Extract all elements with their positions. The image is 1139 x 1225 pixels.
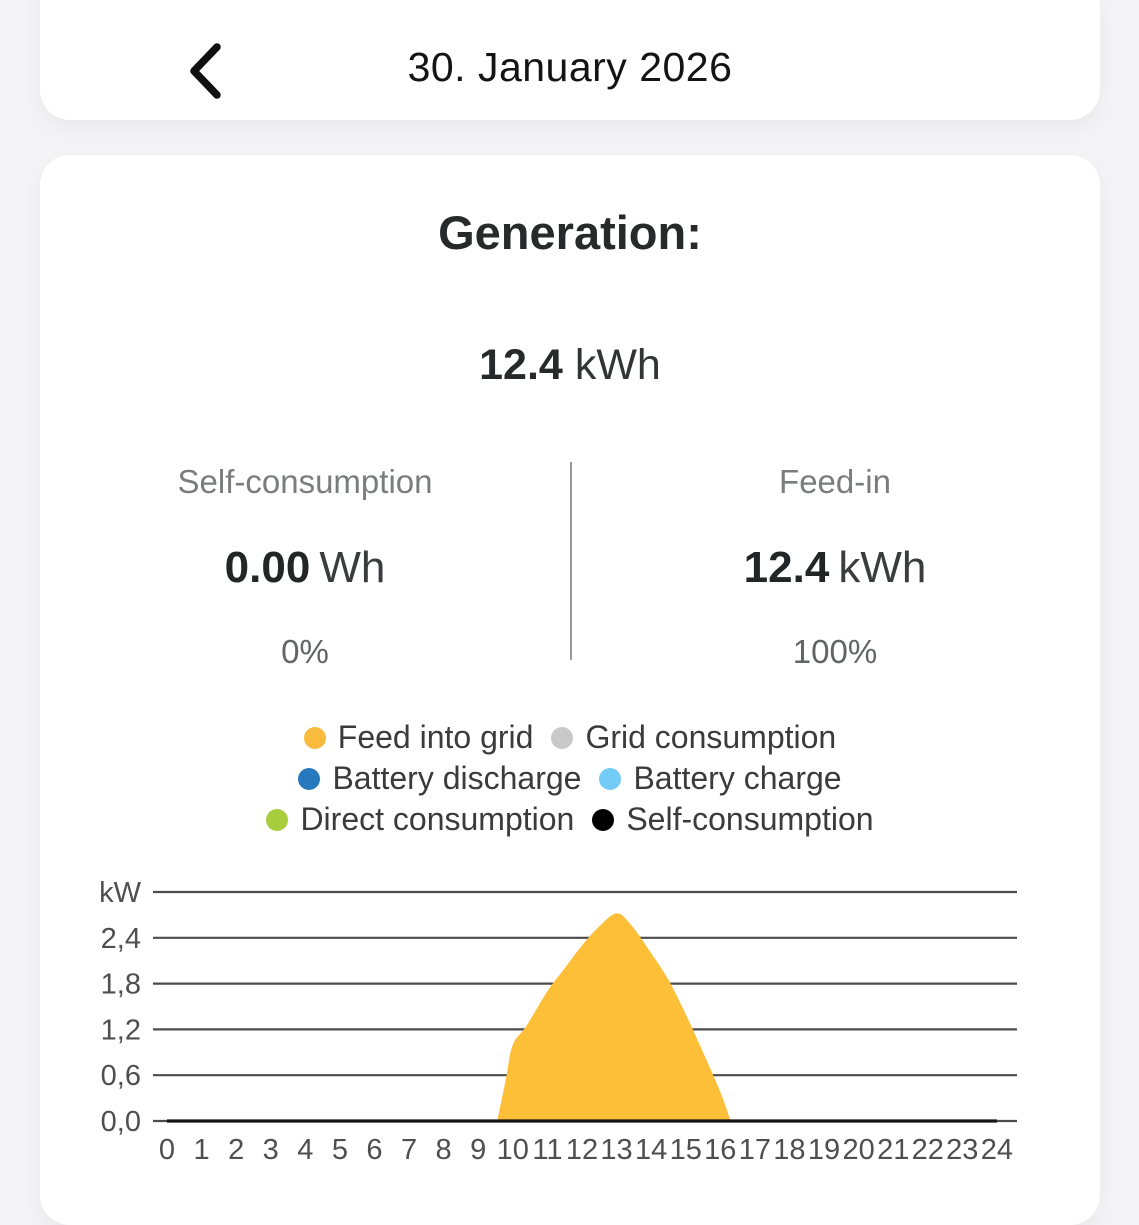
x-tick-label: 6 <box>366 1134 382 1166</box>
generation-area-chart: kW2,41,81,20,60,00 1 2 3 4 5 6 7 8 9 10 11 12 13 14 15 1… <box>99 877 1017 1166</box>
generation-card: Generation: 12.4 kWh Self-consumption 0.0… <box>40 155 1100 1225</box>
x-tick-label: 23 <box>946 1134 978 1166</box>
x-tick-label: 3 <box>263 1134 279 1166</box>
legend-row: Direct consumption Self-consumption <box>40 799 1100 840</box>
x-tick-label: 11 <box>532 1134 562 1166</box>
x-tick-label: 9 <box>470 1134 486 1166</box>
feed-in-number: 12.4 <box>743 543 830 592</box>
x-tick-label: 15 <box>670 1134 702 1166</box>
column-divider <box>570 462 572 660</box>
legend-item-self-consumption: Self-consumption <box>592 801 874 838</box>
x-tick-label: 0 <box>159 1134 175 1166</box>
self-consumption-value: 0.00 Wh <box>40 543 570 593</box>
legend-label: Battery discharge <box>332 760 582 796</box>
feed-in-value: 12.4 kWh <box>570 543 1100 593</box>
x-tick-label: 24 <box>981 1134 1013 1166</box>
generation-total-unit: kWh <box>574 341 661 389</box>
legend-label: Grid consumption <box>585 719 837 755</box>
x-tick-label: 12 <box>566 1134 598 1166</box>
legend-label: Self-consumption <box>626 801 874 837</box>
self-consumption-percent: 0% <box>281 633 329 670</box>
legend-item-battery-charge: Battery charge <box>599 760 842 797</box>
legend-item-feed-into-grid: Feed into grid <box>303 719 534 756</box>
x-tick-label: 14 <box>635 1134 667 1166</box>
summary-columns: Self-consumption 0.00 Wh 0% Feed-in 12.4 k… <box>40 455 1100 670</box>
x-tick-label: 20 <box>842 1134 874 1166</box>
header-card: 30. January 2026 <box>40 0 1100 120</box>
legend-item-direct-consumption: Direct consumption <box>266 801 574 838</box>
feed-into-grid-dot-icon <box>303 726 326 749</box>
feed-in-unit: kWh <box>838 543 927 592</box>
x-tick-label: 22 <box>912 1134 944 1166</box>
legend-item-battery-discharge: Battery discharge <box>298 760 581 797</box>
x-tick-label: 18 <box>773 1134 805 1166</box>
x-tick-label: 10 <box>497 1134 529 1166</box>
generation-total: 12.4 kWh <box>40 341 1100 390</box>
x-tick-label: 16 <box>704 1134 736 1166</box>
legend-label: Direct consumption <box>300 801 575 837</box>
x-tick-label: 13 <box>600 1134 632 1166</box>
legend-item-grid-consumption: Grid consumption <box>551 719 836 756</box>
feed-in-percent: 100% <box>792 633 878 670</box>
back-button[interactable] <box>170 36 240 106</box>
area-series-feed-into-grid <box>497 913 731 1121</box>
self-consumption-label: Self-consumption <box>177 463 433 500</box>
self-consumption-column: Self-consumption 0.00 Wh 0% <box>40 455 570 670</box>
direct-consumption-dot-icon <box>266 808 289 831</box>
y-tick-label: 1,8 <box>101 969 141 1001</box>
date-title: 30. January 2026 <box>407 44 733 90</box>
self-consumption-unit: Wh <box>319 543 386 592</box>
legend-label: Feed into grid <box>337 719 534 755</box>
battery-charge-dot-icon <box>599 767 622 790</box>
chart-legend: Feed into grid Grid consumption Battery di… <box>40 717 1100 840</box>
x-tick-label: 5 <box>332 1134 348 1166</box>
x-tick-label: 19 <box>808 1134 840 1166</box>
x-tick-label: 1 <box>194 1134 210 1166</box>
y-tick-label: 1,2 <box>101 1014 141 1046</box>
x-tick-label: 21 <box>877 1134 909 1166</box>
y-tick-label: 2,4 <box>101 923 141 955</box>
x-tick-label: 4 <box>297 1134 313 1166</box>
grid-consumption-dot-icon <box>551 726 574 749</box>
y-tick-label: 0,6 <box>101 1060 141 1092</box>
generation-title: Generation: <box>438 206 702 259</box>
chevron-left-icon <box>190 43 221 99</box>
feed-in-column: Feed-in 12.4 kWh 100% <box>570 455 1100 670</box>
feed-in-label: Feed-in <box>779 463 891 500</box>
legend-row: Battery discharge Battery charge <box>40 758 1100 799</box>
legend-label: Battery charge <box>633 760 842 796</box>
generation-total-value: 12.4 <box>479 341 563 389</box>
x-tick-label: 8 <box>436 1134 452 1166</box>
self-consumption-number: 0.00 <box>224 543 311 592</box>
self-consumption-dot-icon <box>592 808 615 831</box>
x-tick-label: 2 <box>228 1134 244 1166</box>
battery-discharge-dot-icon <box>298 767 321 790</box>
x-tick-label: 7 <box>401 1134 417 1166</box>
legend-row: Feed into grid Grid consumption <box>40 717 1100 758</box>
y-tick-label: kW <box>99 877 142 909</box>
x-tick-label: 17 <box>739 1134 771 1166</box>
y-tick-label: 0,0 <box>101 1106 141 1138</box>
